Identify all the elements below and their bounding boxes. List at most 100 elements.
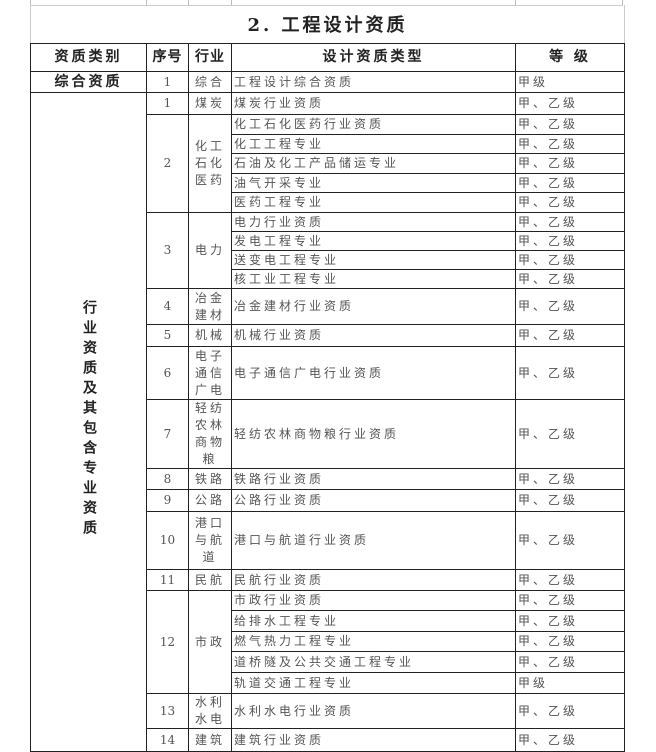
type-cell: 冶金建材行业资质: [231, 288, 516, 325]
grade-cell: 甲、乙级: [515, 569, 625, 591]
grade-cell: 甲、乙级: [515, 134, 625, 154]
industry-cell: 电子通信广电: [188, 346, 232, 400]
seq-cell: 8: [146, 468, 189, 490]
grade-cell: 甲、乙级: [515, 153, 625, 174]
type-cell: 化工石化医药行业资质: [231, 114, 516, 135]
grade-cell: 甲、乙级: [515, 590, 625, 611]
seq-cell: 14: [146, 728, 189, 752]
table-row: 医药工程专业 甲、乙级: [31, 192, 625, 213]
table-row: 轨道交通工程专业 甲级: [31, 672, 625, 694]
seq-cell: 2: [146, 114, 189, 213]
type-cell: 给排水工程专业: [231, 610, 516, 632]
grade-cell: 甲、乙级: [515, 288, 625, 325]
type-cell: 煤炭行业资质: [231, 92, 516, 115]
grade-cell: 甲、乙级: [515, 610, 625, 632]
industry-cell: 水利水电: [188, 693, 232, 729]
seq-cell: 13: [146, 693, 189, 729]
industry-cell: 轻纺农林商物粮: [188, 399, 232, 469]
industry-cell: 建筑: [188, 728, 232, 752]
grade-cell: 甲、乙级: [515, 651, 625, 673]
industry-cell: 机械: [188, 324, 232, 347]
grade-cell: 甲、乙级: [515, 489, 625, 512]
type-cell: 市政行业资质: [231, 590, 516, 611]
section-title: 2. 工程设计资质: [247, 15, 408, 36]
seq-cell: 7: [146, 399, 189, 469]
seq-cell: 11: [146, 569, 189, 591]
industry-cell: 公路: [188, 489, 232, 512]
seq-cell: 1: [146, 71, 189, 93]
header-row: 资质类别 序号 行业 设计资质类型 等 级: [30, 43, 625, 72]
header-industry: 行业: [188, 43, 232, 72]
grade-cell: 甲、乙级: [515, 231, 625, 251]
table-row: 送变电工程专业 甲、乙级: [31, 250, 625, 270]
grade-cell: 甲、乙级: [515, 346, 625, 400]
type-cell: 医药工程专业: [231, 192, 516, 213]
type-cell: 化工工程专业: [231, 134, 516, 154]
table-row: 道桥隧及公共交通工程专业 甲、乙级: [31, 651, 625, 673]
industry-cell: 民航: [188, 569, 232, 591]
grade-cell: 甲级: [515, 71, 625, 93]
grade-cell: 甲、乙级: [515, 92, 625, 115]
grade-cell: 甲、乙级: [515, 192, 625, 213]
table-row: 5 机械 机械行业资质 甲、乙级: [31, 324, 625, 347]
header-category: 资质类别: [30, 43, 147, 72]
seq-cell: 5: [146, 324, 189, 347]
grade-cell: 甲、乙级: [515, 173, 625, 193]
grade-cell: 甲、乙级: [515, 631, 625, 652]
grade-cell: 甲、乙级: [515, 693, 625, 729]
grade-cell: 甲、乙级: [515, 114, 625, 135]
type-cell: 道桥隧及公共交通工程专业: [231, 651, 516, 673]
industry-cell: 铁路: [188, 468, 232, 490]
type-cell: 轨道交通工程专业: [231, 672, 516, 694]
table-row: 8 铁路 铁路行业资质 甲、乙级: [31, 468, 625, 490]
type-cell: 电子通信广电行业资质: [231, 346, 516, 400]
type-cell: 发电工程专业: [231, 231, 516, 251]
seq-cell: 4: [146, 288, 189, 325]
type-cell: 燃气热力工程专业: [231, 631, 516, 652]
header-seq: 序号: [146, 43, 189, 72]
grade-cell: 甲、乙级: [515, 728, 625, 752]
grade-cell: 甲、乙级: [515, 324, 625, 347]
industry-cell: 煤炭: [188, 92, 232, 115]
grade-cell: 甲、乙级: [515, 212, 625, 232]
seq-cell: 1: [146, 92, 189, 115]
grade-cell: 甲、乙级: [515, 468, 625, 490]
industry-cell: 港口与航道: [188, 511, 232, 570]
type-cell: 核工业工程专业: [231, 269, 516, 289]
type-cell: 港口与航道行业资质: [231, 511, 516, 570]
table-row: 7 轻纺农林商物粮 轻纺农林商物粮行业资质 甲、乙级: [31, 399, 625, 469]
table-row-comprehensive: 综合资质 1 综合 工程设计综合资质 甲级: [30, 71, 625, 93]
table-row: 化工工程专业 甲、乙级: [31, 134, 625, 154]
type-cell: 公路行业资质: [231, 489, 516, 512]
type-cell: 建筑行业资质: [231, 728, 516, 752]
seq-cell: 6: [146, 346, 189, 400]
table-row: 14 建筑 建筑行业资质 甲、乙级: [31, 728, 625, 752]
type-cell: 油气开采专业: [231, 173, 516, 193]
type-cell: 民航行业资质: [231, 569, 516, 591]
table-row: 燃气热力工程专业 甲、乙级: [31, 631, 625, 652]
table-row: 核工业工程专业 甲、乙级: [31, 269, 625, 289]
grade-cell: 甲、乙级: [515, 399, 625, 469]
type-cell: 工程设计综合资质: [231, 71, 516, 93]
grade-cell: 甲、乙级: [515, 269, 625, 289]
table-row: 行业资质及其包含专业资质 1 煤炭 煤炭行业资质 甲、乙级: [30, 92, 625, 752]
grade-cell: 甲、乙级: [515, 250, 625, 270]
industry-cell: 综合: [188, 71, 232, 93]
category-industry: 行业资质及其包含专业资质: [30, 92, 147, 752]
section-title-box: 2. 工程设计资质: [30, 5, 625, 43]
type-cell: 机械行业资质: [231, 324, 516, 347]
type-cell: 水利水电行业资质: [231, 693, 516, 729]
table-row: 6 电子通信广电 电子通信广电行业资质 甲、乙级: [31, 346, 625, 400]
industry-cell: 电力: [188, 212, 232, 289]
category-comprehensive: 综合资质: [30, 71, 147, 93]
design-qualification-table: 资质类别 序号 行业 设计资质类型 等 级 综合资质 1 综合 工程设计综合资质…: [30, 43, 625, 752]
type-cell: 送变电工程专业: [231, 250, 516, 270]
header-type: 设计资质类型: [231, 43, 516, 72]
header-grade: 等 级: [515, 43, 625, 72]
table-row: 石油及化工产品储运专业 甲、乙级: [31, 153, 625, 174]
type-cell: 电力行业资质: [231, 212, 516, 232]
industry-cell: 市政: [188, 590, 232, 694]
previous-table-row-fragment: [30, 0, 623, 6]
table-row: 11 民航 民航行业资质 甲、乙级: [31, 569, 625, 591]
type-cell: 轻纺农林商物粮行业资质: [231, 399, 516, 469]
